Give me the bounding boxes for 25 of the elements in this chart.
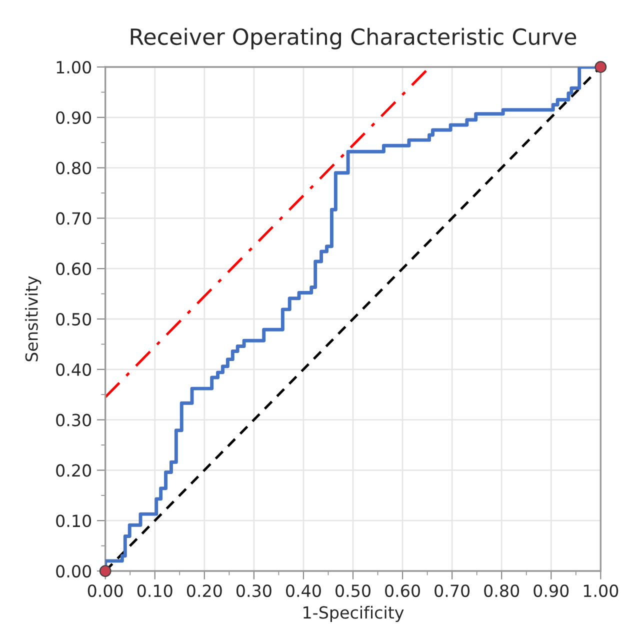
x-tick-label: 0.40: [286, 584, 321, 598]
x-tick-label: 0.00: [88, 584, 123, 598]
x-tick-label: 0.90: [534, 584, 569, 598]
x-tick-label: 0.60: [385, 584, 420, 598]
y-tick-label: 1.00: [56, 60, 92, 74]
y-tick-label: 0.40: [56, 363, 92, 376]
x-tick-label: 0.20: [186, 584, 222, 598]
y-tick-label: 0.70: [56, 212, 92, 225]
y-tick-label: 0.10: [56, 514, 92, 528]
x-axis-title: 1-Specificity: [304, 606, 404, 622]
x-tick-label: 0.10: [137, 584, 172, 598]
chart-title: Receiver Operating Characteristic Curve: [130, 28, 576, 50]
y-axis-title: Sensitivity: [25, 276, 42, 362]
y-tick-label: 0.60: [56, 262, 92, 276]
x-tick-label: 0.50: [336, 584, 370, 598]
y-tick-label: 0.20: [56, 464, 92, 477]
y-tick-label: 0.30: [56, 414, 92, 426]
x-tick-label: 0.70: [434, 584, 470, 598]
y-tick-label: 0.50: [56, 312, 92, 326]
x-tick-label: 0.80: [484, 584, 520, 598]
y-tick-label: 0.00: [56, 564, 92, 578]
x-tick-label: 1.00: [584, 584, 618, 598]
y-tick-label: 0.80: [56, 162, 92, 174]
x-tick-label: 0.30: [236, 584, 272, 598]
y-tick-label: 0.90: [56, 111, 92, 124]
